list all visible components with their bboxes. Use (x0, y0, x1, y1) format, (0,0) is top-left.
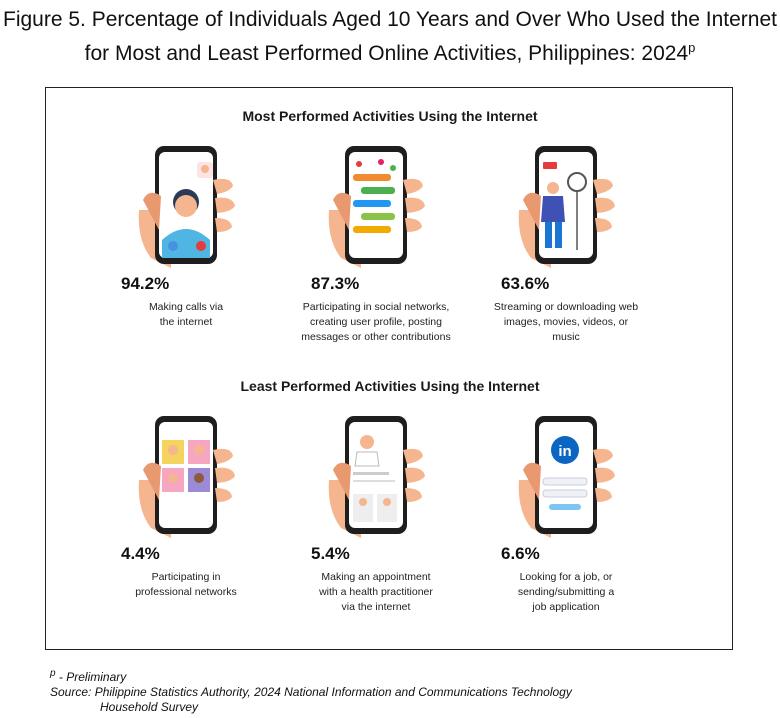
activity-description-line: Streaming or downloading web (493, 301, 639, 313)
activity-description-line: with a health practitioner (319, 586, 433, 598)
least-performed-title: Least Performed Activities Using the Int… (240, 378, 540, 394)
activity-percentage: 4.4% (121, 544, 160, 563)
activity-description-line: Participating in social networks, (302, 301, 450, 313)
activity-card: 94.2% Making calls via the internet (91, 140, 281, 330)
source-line-2: Household Survey (100, 700, 199, 714)
activity-description: Streaming or downloading web images, movi… (471, 300, 661, 345)
activity-description-line: Making an appointment (321, 571, 431, 583)
title-line-2: for Most and Least Performed Online Acti… (84, 42, 689, 65)
activity-description: Looking for a job, or sending/submitting … (471, 570, 661, 615)
group-video-meeting-icon (138, 416, 235, 538)
activity-description-line: music (552, 331, 580, 343)
activity-description-line: sending/submitting a (517, 586, 615, 598)
activity-description-line: creating user profile, posting (310, 316, 442, 328)
linkedin-icon: in (518, 416, 615, 538)
activity-description: Making calls via the internet (91, 300, 281, 330)
live-streaming-icon (518, 146, 615, 268)
most-performed-title: Most Performed Activities Using the Inte… (242, 108, 538, 124)
activity-description: Participating in professional networks (91, 570, 281, 600)
footnote: p - Preliminary Source: Philippine Stati… (50, 666, 572, 715)
activity-percentage: 6.6% (501, 544, 540, 563)
activity-description-line: Making calls via (148, 301, 224, 313)
activity-description-line: via the internet (341, 601, 411, 613)
doctor-appointment-icon (328, 416, 425, 538)
activity-description: Making an appointment with a health pract… (281, 570, 471, 615)
figure-title: Figure 5. Percentage of Individuals Aged… (0, 6, 780, 68)
activity-description-line: the internet (159, 316, 213, 328)
source-line-1: Source: Philippine Statistics Authority,… (50, 685, 572, 699)
activity-card: in 6.6% Looking for a job, or sending/subm… (471, 410, 661, 615)
activity-description-line: messages or other contributions (301, 331, 451, 343)
activity-description-line: job application (532, 601, 600, 613)
activity-description-line: Looking for a job, or (519, 571, 613, 583)
activity-description-line: images, movies, videos, or (503, 316, 629, 328)
activity-description: Participating in social networks, creatin… (281, 300, 471, 345)
activity-card: 5.4% Making an appointment with a health p… (281, 410, 471, 615)
activity-card: 87.3% Participating in social networks, cr… (281, 140, 471, 345)
infographic-frame: Most Performed Activities Using the Inte… (45, 87, 733, 650)
footnote-prelim-mark: p (50, 668, 56, 679)
activity-card: 63.6% Streaming or downloading web images,… (471, 140, 661, 345)
activity-card: 4.4% Participating in professional network… (91, 410, 281, 600)
footnote-prelim-text: - Preliminary (55, 670, 127, 684)
activity-percentage: 94.2% (121, 274, 170, 293)
svg-text:in: in (558, 443, 571, 460)
activity-percentage: 63.6% (501, 274, 550, 293)
activity-description-line: Participating in (151, 571, 221, 583)
preliminary-mark: p (688, 40, 696, 55)
activity-percentage: 5.4% (311, 544, 350, 563)
video-call-icon (138, 146, 235, 268)
title-line-1: Figure 5. Percentage of Individuals Aged… (3, 8, 777, 31)
activity-description-line: professional networks (135, 586, 237, 598)
social-network-icon (328, 146, 425, 268)
activity-percentage: 87.3% (311, 274, 360, 293)
